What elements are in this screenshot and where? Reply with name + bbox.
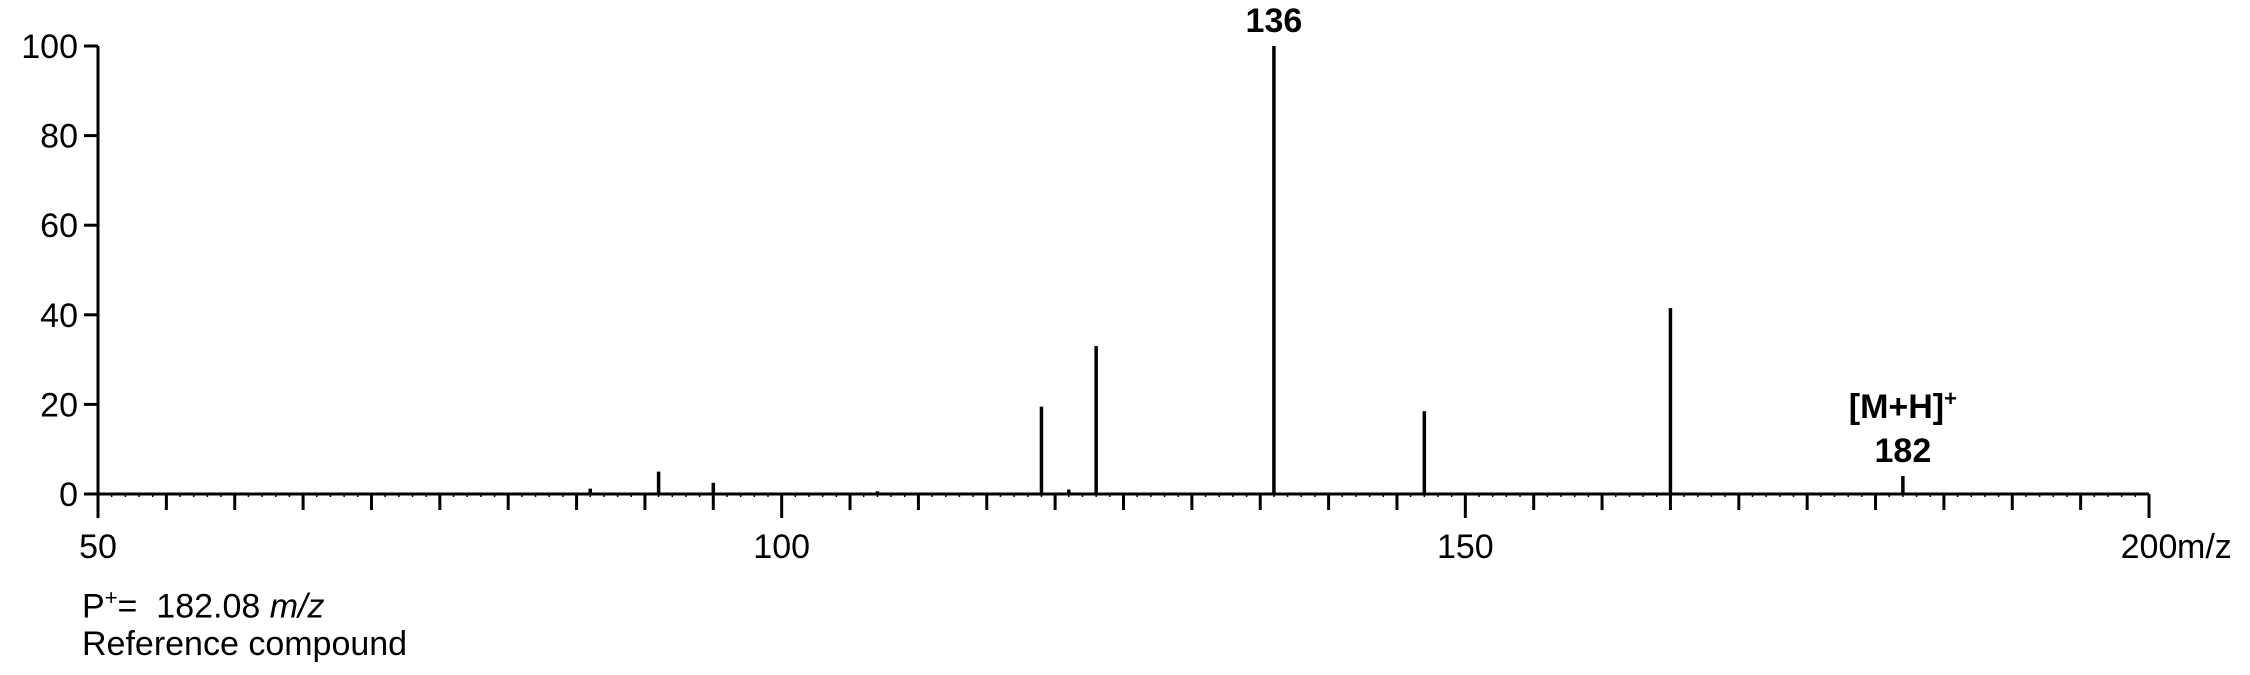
y-tick-label: 20 <box>40 386 78 424</box>
peak-label: 182 <box>1875 432 1932 470</box>
y-tick-label: 100 <box>21 28 78 66</box>
y-tick-label: 80 <box>40 118 78 156</box>
y-axis: 0 20 40 60 80 100 <box>21 28 100 514</box>
y-tick-label: 40 <box>40 297 78 335</box>
precursor-prefix: P <box>82 587 105 626</box>
peak-label: 136 <box>1246 2 1303 40</box>
x-tick-label: 150 <box>1437 528 1494 566</box>
y-tick-label: 0 <box>59 476 78 514</box>
precursor-caption: P+= 182.08 m/z <box>82 578 325 626</box>
compound-description: Reference compound <box>82 625 408 663</box>
peak-annotations: 136 [M+H]+ 182 <box>1246 2 1957 470</box>
peak-label: [M+H]+ <box>1849 386 1957 426</box>
y-tick-label: 60 <box>40 207 78 245</box>
x-tick-label: 50 <box>79 528 117 566</box>
precursor-charge: + <box>104 585 118 610</box>
peak-label-charge: + <box>1944 386 1957 411</box>
spectrum-peaks <box>588 46 1905 494</box>
x-tick-label: 200 <box>2121 528 2178 566</box>
precursor-value: = 182.08 <box>117 587 270 626</box>
x-axis-title: m/z <box>2177 528 2232 566</box>
x-axis: 50 100 150 200 m/z <box>79 492 2232 566</box>
x-tick-label: 100 <box>753 528 810 566</box>
precursor-unit: m/z <box>269 587 325 626</box>
